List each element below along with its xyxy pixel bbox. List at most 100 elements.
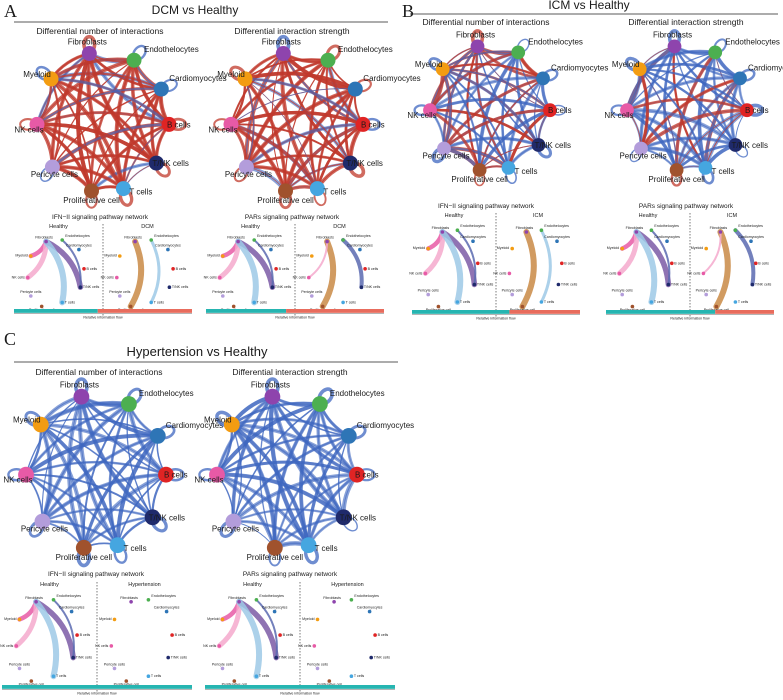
node-label: Endothelocytes bbox=[330, 389, 385, 398]
edge bbox=[244, 78, 255, 168]
mini-node-tnk bbox=[274, 655, 279, 660]
node-label: Pericyte cells bbox=[619, 152, 666, 161]
mini-node-tnk bbox=[666, 282, 671, 287]
mini-node-label: T cells bbox=[346, 300, 357, 304]
mini-node-label: Endothelocytes bbox=[151, 594, 176, 598]
mini-node-label: Cardiomyocytes bbox=[258, 244, 284, 248]
edge bbox=[230, 417, 351, 438]
group-label-disease: DCM bbox=[333, 224, 346, 230]
mini-node-label: Cardiomyocytes bbox=[544, 235, 570, 239]
pathway-pars: Healthy ICM Fibroblasts Endothelocytes Cardi… bbox=[603, 213, 774, 321]
mini-node-prolif bbox=[714, 304, 719, 309]
node-myeloid bbox=[32, 416, 49, 433]
node-label: Fibroblasts bbox=[251, 381, 290, 390]
edge bbox=[229, 422, 311, 548]
mini-node-label: Pericyte cells bbox=[109, 290, 130, 294]
edge bbox=[639, 76, 742, 151]
mini-node-peri bbox=[17, 666, 22, 671]
node-tnk bbox=[342, 155, 358, 171]
panel-title: Hypertension vs Healthy bbox=[127, 344, 268, 359]
mini-node-label: T/NK cells bbox=[172, 285, 189, 289]
node-label: B cells bbox=[548, 106, 572, 115]
node-label: Endothelocytes bbox=[144, 45, 199, 54]
edge bbox=[441, 63, 544, 80]
edge bbox=[35, 58, 136, 127]
mini-node-prolif bbox=[29, 679, 34, 683]
signal-flow bbox=[149, 238, 161, 304]
flow-bar-disease bbox=[97, 309, 192, 313]
node-label: Fibroblasts bbox=[653, 30, 692, 39]
signal-flow bbox=[307, 240, 329, 279]
mini-node-cardio bbox=[166, 247, 170, 252]
node-bcell bbox=[158, 466, 174, 483]
flow-bar-disease bbox=[286, 309, 384, 313]
group-label-healthy: Healthy bbox=[49, 224, 68, 230]
mini-node-prolif bbox=[39, 304, 44, 309]
edge bbox=[51, 88, 163, 168]
network-strength: Fibroblasts Endothelocytes Cardiomyocytes B… bbox=[208, 34, 421, 210]
edge bbox=[244, 78, 351, 164]
mini-node-label: Endothelocytes bbox=[738, 224, 763, 228]
network-count: Fibroblasts Endothelocytes Cardiomyocytes B… bbox=[3, 377, 223, 568]
edge bbox=[674, 50, 717, 172]
node-fib bbox=[81, 46, 97, 61]
pathway-pars: Healthy Hypertension Fibroblasts Endotheloc… bbox=[203, 582, 395, 696]
edge bbox=[441, 68, 452, 150]
node-bcell bbox=[543, 103, 557, 118]
edge bbox=[215, 434, 351, 476]
edge bbox=[640, 137, 737, 150]
mini-node-prolif bbox=[128, 304, 133, 309]
node-label: Fibroblasts bbox=[456, 30, 495, 39]
mini-node-label: Endothelocytes bbox=[354, 594, 379, 598]
edge bbox=[24, 460, 168, 476]
mini-node-nk bbox=[307, 275, 311, 280]
mini-node-tcell bbox=[149, 300, 153, 305]
mini-node-tcell bbox=[51, 674, 56, 678]
flow-bar-healthy bbox=[606, 310, 716, 314]
mini-node-endo bbox=[733, 228, 738, 232]
node-endo bbox=[708, 45, 723, 60]
edge bbox=[441, 68, 481, 172]
node-label: Cardiomyocytes bbox=[166, 421, 223, 430]
mini-node-nk bbox=[217, 644, 222, 648]
node-myeloid bbox=[435, 62, 450, 77]
mini-node-cardio bbox=[367, 609, 372, 614]
pathway-title-pars: PARs signaling pathway network bbox=[243, 571, 338, 578]
node-endo bbox=[126, 52, 142, 68]
net-title-count: Differential number of interactions bbox=[36, 367, 163, 377]
mini-node-bcell bbox=[82, 267, 86, 271]
mini-node-tcell bbox=[341, 300, 345, 305]
mini-node-label: NK cells bbox=[293, 276, 306, 280]
edge bbox=[38, 422, 120, 548]
edge bbox=[215, 472, 277, 550]
mini-node-label: Proliferative cell bbox=[114, 683, 140, 687]
mini-node-label: Cardiomyocytes bbox=[460, 235, 486, 239]
mini-node-peri bbox=[221, 294, 225, 298]
mini-node-label: Cardiomyocytes bbox=[262, 606, 288, 610]
node-label: Proliferative cell bbox=[648, 175, 705, 184]
node-label: Myeloid bbox=[612, 60, 640, 69]
edge bbox=[38, 422, 53, 524]
mini-node-fib bbox=[129, 600, 133, 604]
node-fib bbox=[73, 388, 90, 405]
mini-node-nk bbox=[26, 275, 30, 280]
node-label: Proliferative cell bbox=[63, 196, 120, 205]
mini-node-label: T cells bbox=[257, 300, 268, 304]
node-label: Cardiomyocytes bbox=[169, 74, 226, 83]
mini-node-label: T/NK cells bbox=[561, 283, 578, 287]
node-myeloid bbox=[43, 71, 59, 87]
edge bbox=[283, 122, 365, 193]
edge bbox=[638, 68, 737, 147]
edge bbox=[245, 88, 357, 168]
edge bbox=[230, 88, 356, 125]
edge bbox=[24, 433, 160, 477]
node-label: NK cells bbox=[604, 111, 633, 120]
mini-node-label: Fibroblasts bbox=[228, 596, 246, 600]
node-label: Endothelocytes bbox=[338, 45, 393, 54]
mini-node-label: NK cells bbox=[204, 276, 217, 280]
edge bbox=[230, 401, 322, 426]
edge bbox=[441, 68, 510, 169]
mini-node-label: Myeloid bbox=[99, 617, 111, 621]
mini-node-label: NK cells bbox=[603, 271, 616, 275]
mini-node-endo bbox=[649, 228, 654, 232]
